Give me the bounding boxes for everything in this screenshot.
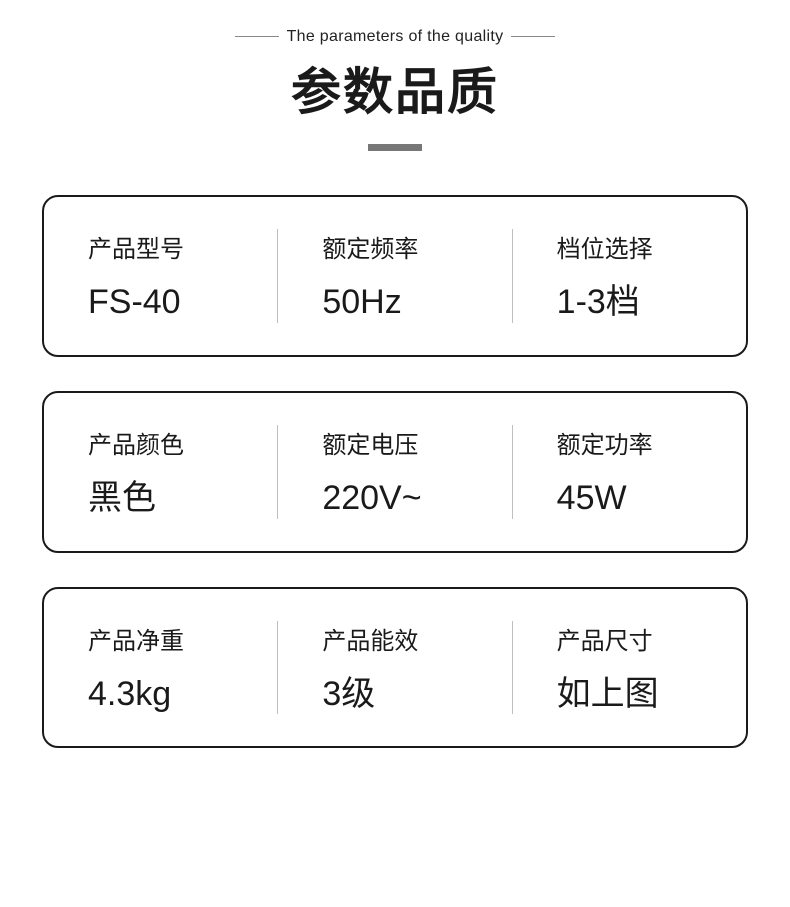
spec-value: 如上图 (557, 674, 746, 715)
spec-label: 产品颜色 (88, 425, 277, 460)
spec-rows: 产品型号 FS-40 额定频率 50Hz 档位选择 1-3档 产品颜色 黑色 额… (0, 195, 790, 748)
spec-row: 产品净重 4.3kg 产品能效 3级 产品尺寸 如上图 (42, 587, 748, 749)
page-title: 参数品质 (0, 52, 790, 124)
spec-label: 额定电压 (322, 425, 511, 460)
spec-label: 额定功率 (557, 425, 746, 460)
spec-value: FS-40 (88, 282, 277, 323)
spec-label: 档位选择 (557, 229, 746, 264)
spec-value: 220V~ (322, 478, 511, 519)
spec-cell: 产品尺寸 如上图 (512, 621, 746, 715)
spec-value: 4.3kg (88, 674, 277, 715)
spec-cell: 产品颜色 黑色 (44, 425, 277, 519)
spec-row: 产品颜色 黑色 额定电压 220V~ 额定功率 45W (42, 391, 748, 553)
title-divider (368, 144, 422, 151)
spec-cell: 额定功率 45W (512, 425, 746, 519)
spec-value: 45W (557, 478, 746, 519)
subtitle: The parameters of the quality (0, 28, 790, 46)
spec-value: 黑色 (88, 478, 277, 519)
spec-cell: 档位选择 1-3档 (512, 229, 746, 323)
spec-cell: 额定电压 220V~ (277, 425, 511, 519)
spec-row: 产品型号 FS-40 额定频率 50Hz 档位选择 1-3档 (42, 195, 748, 357)
spec-cell: 额定频率 50Hz (277, 229, 511, 323)
spec-cell: 产品型号 FS-40 (44, 229, 277, 323)
spec-label: 产品尺寸 (557, 621, 746, 656)
spec-value: 1-3档 (557, 282, 746, 323)
spec-cell: 产品净重 4.3kg (44, 621, 277, 715)
spec-cell: 产品能效 3级 (277, 621, 511, 715)
spec-label: 产品能效 (322, 621, 511, 656)
spec-value: 50Hz (322, 282, 511, 323)
spec-label: 产品净重 (88, 621, 277, 656)
spec-label: 产品型号 (88, 229, 277, 264)
spec-label: 额定频率 (322, 229, 511, 264)
spec-value: 3级 (322, 674, 511, 715)
